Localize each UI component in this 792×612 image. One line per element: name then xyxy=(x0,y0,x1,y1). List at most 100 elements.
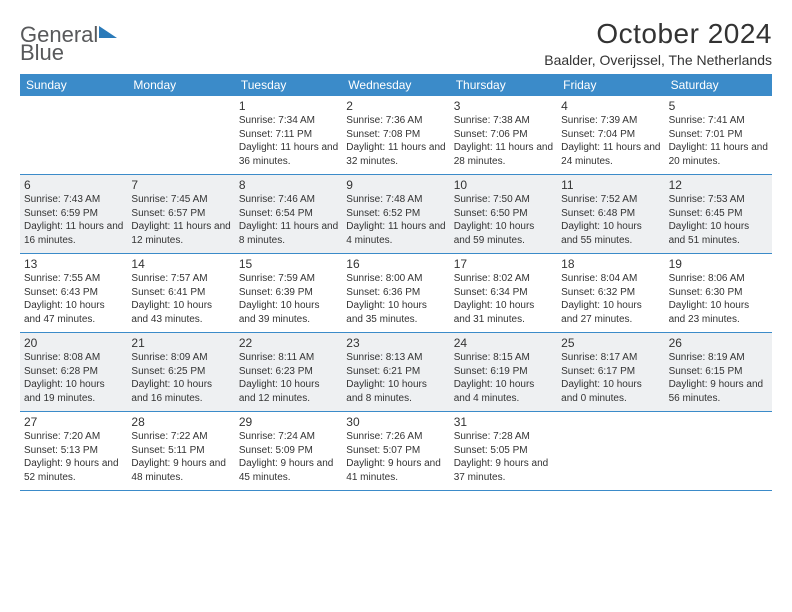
day-cell: 6Sunrise: 7:43 AMSunset: 6:59 PMDaylight… xyxy=(20,175,127,253)
week-row: 1Sunrise: 7:34 AMSunset: 7:11 PMDaylight… xyxy=(20,96,772,175)
daylight-text: Daylight: 9 hours and 48 minutes. xyxy=(131,457,230,484)
day-number: 21 xyxy=(131,336,230,350)
sunset-text: Sunset: 6:41 PM xyxy=(131,286,230,300)
sunrise-text: Sunrise: 7:46 AM xyxy=(239,193,338,207)
weekday-header: Sunday xyxy=(20,74,127,96)
logo-text-block: General Blue xyxy=(20,24,98,64)
daylight-text: Daylight: 11 hours and 20 minutes. xyxy=(669,141,768,168)
day-number: 18 xyxy=(561,257,660,271)
sunset-text: Sunset: 6:25 PM xyxy=(131,365,230,379)
day-number: 5 xyxy=(669,99,768,113)
day-number: 26 xyxy=(669,336,768,350)
sunrise-text: Sunrise: 7:48 AM xyxy=(346,193,445,207)
sunrise-text: Sunrise: 8:00 AM xyxy=(346,272,445,286)
daylight-text: Daylight: 10 hours and 23 minutes. xyxy=(669,299,768,326)
sunrise-text: Sunrise: 7:38 AM xyxy=(454,114,553,128)
week-row: 27Sunrise: 7:20 AMSunset: 5:13 PMDayligh… xyxy=(20,412,772,491)
calendar-page: General Blue October 2024 Baalder, Overi… xyxy=(0,0,792,491)
day-number: 1 xyxy=(239,99,338,113)
day-cell xyxy=(20,96,127,174)
sunrise-text: Sunrise: 7:50 AM xyxy=(454,193,553,207)
day-cell: 17Sunrise: 8:02 AMSunset: 6:34 PMDayligh… xyxy=(450,254,557,332)
day-number: 6 xyxy=(24,178,123,192)
daylight-text: Daylight: 10 hours and 47 minutes. xyxy=(24,299,123,326)
sunset-text: Sunset: 6:57 PM xyxy=(131,207,230,221)
daylight-text: Daylight: 10 hours and 51 minutes. xyxy=(669,220,768,247)
sunset-text: Sunset: 6:45 PM xyxy=(669,207,768,221)
day-cell: 13Sunrise: 7:55 AMSunset: 6:43 PMDayligh… xyxy=(20,254,127,332)
day-number: 24 xyxy=(454,336,553,350)
sunrise-text: Sunrise: 8:08 AM xyxy=(24,351,123,365)
sunset-text: Sunset: 7:11 PM xyxy=(239,128,338,142)
day-cell: 5Sunrise: 7:41 AMSunset: 7:01 PMDaylight… xyxy=(665,96,772,174)
daylight-text: Daylight: 10 hours and 55 minutes. xyxy=(561,220,660,247)
day-number: 29 xyxy=(239,415,338,429)
sunrise-text: Sunrise: 7:22 AM xyxy=(131,430,230,444)
daylight-text: Daylight: 11 hours and 4 minutes. xyxy=(346,220,445,247)
week-row: 6Sunrise: 7:43 AMSunset: 6:59 PM Daylight… xyxy=(20,175,772,254)
day-cell xyxy=(127,96,234,174)
daylight-text: Daylight: 10 hours and 43 minutes. xyxy=(131,299,230,326)
weekday-header: Tuesday xyxy=(235,74,342,96)
day-cell: 26Sunrise: 8:19 AMSunset: 6:15 PMDayligh… xyxy=(665,333,772,411)
day-cell: 15Sunrise: 7:59 AMSunset: 6:39 PMDayligh… xyxy=(235,254,342,332)
daylight-text: Daylight: 10 hours and 19 minutes. xyxy=(24,378,123,405)
sunset-text: Sunset: 7:04 PM xyxy=(561,128,660,142)
day-cell: 30Sunrise: 7:26 AMSunset: 5:07 PMDayligh… xyxy=(342,412,449,490)
day-cell: 2Sunrise: 7:36 AMSunset: 7:08 PMDaylight… xyxy=(342,96,449,174)
daylight-text: Daylight: 9 hours and 52 minutes. xyxy=(24,457,123,484)
sunset-text: Sunset: 5:09 PM xyxy=(239,444,338,458)
daylight-text: Daylight: 11 hours and 32 minutes. xyxy=(346,141,445,168)
day-cell: 21Sunrise: 8:09 AMSunset: 6:25 PMDayligh… xyxy=(127,333,234,411)
title-block: October 2024 Baalder, Overijssel, The Ne… xyxy=(544,18,772,68)
weekday-header: Friday xyxy=(557,74,664,96)
day-cell: 3Sunrise: 7:38 AMSunset: 7:06 PMDaylight… xyxy=(450,96,557,174)
sunset-text: Sunset: 6:39 PM xyxy=(239,286,338,300)
sunrise-text: Sunrise: 8:17 AM xyxy=(561,351,660,365)
sunrise-text: Sunrise: 7:36 AM xyxy=(346,114,445,128)
daylight-text: Daylight: 10 hours and 12 minutes. xyxy=(239,378,338,405)
day-number: 15 xyxy=(239,257,338,271)
day-number: 2 xyxy=(346,99,445,113)
sunset-text: Sunset: 6:48 PM xyxy=(561,207,660,221)
sunrise-text: Sunrise: 7:26 AM xyxy=(346,430,445,444)
location-text: Baalder, Overijssel, The Netherlands xyxy=(544,52,772,68)
daylight-text: Daylight: 10 hours and 0 minutes. xyxy=(561,378,660,405)
month-title: October 2024 xyxy=(544,18,772,50)
daylight-text: Daylight: 9 hours and 41 minutes. xyxy=(346,457,445,484)
sunset-text: Sunset: 6:32 PM xyxy=(561,286,660,300)
day-cell: 24Sunrise: 8:15 AMSunset: 6:19 PMDayligh… xyxy=(450,333,557,411)
sunset-text: Sunset: 5:11 PM xyxy=(131,444,230,458)
sunrise-text: Sunrise: 8:15 AM xyxy=(454,351,553,365)
weekday-header: Wednesday xyxy=(342,74,449,96)
day-number: 3 xyxy=(454,99,553,113)
logo: General Blue xyxy=(20,18,117,64)
day-number: 23 xyxy=(346,336,445,350)
sunset-text: Sunset: 6:19 PM xyxy=(454,365,553,379)
sunset-text: Sunset: 5:05 PM xyxy=(454,444,553,458)
day-cell: 19Sunrise: 8:06 AMSunset: 6:30 PMDayligh… xyxy=(665,254,772,332)
daylight-text: Daylight: 11 hours and 8 minutes. xyxy=(239,220,338,247)
daylight-text: Daylight: 10 hours and 16 minutes. xyxy=(131,378,230,405)
sunset-text: Sunset: 6:23 PM xyxy=(239,365,338,379)
day-number: 20 xyxy=(24,336,123,350)
day-number: 31 xyxy=(454,415,553,429)
sunset-text: Sunset: 6:36 PM xyxy=(346,286,445,300)
daylight-text: Daylight: 9 hours and 56 minutes. xyxy=(669,378,768,405)
sunrise-text: Sunrise: 7:43 AM xyxy=(24,193,123,207)
day-cell: 16Sunrise: 8:00 AMSunset: 6:36 PMDayligh… xyxy=(342,254,449,332)
day-cell: 31Sunrise: 7:28 AMSunset: 5:05 PMDayligh… xyxy=(450,412,557,490)
sunset-text: Sunset: 5:13 PM xyxy=(24,444,123,458)
sunrise-text: Sunrise: 7:41 AM xyxy=(669,114,768,128)
day-cell: 18Sunrise: 8:04 AMSunset: 6:32 PMDayligh… xyxy=(557,254,664,332)
sunrise-text: Sunrise: 7:45 AM xyxy=(131,193,230,207)
header: General Blue October 2024 Baalder, Overi… xyxy=(20,18,772,68)
daylight-text: Daylight: 10 hours and 35 minutes. xyxy=(346,299,445,326)
day-cell: 10Sunrise: 7:50 AMSunset: 6:50 PMDayligh… xyxy=(450,175,557,253)
day-number: 12 xyxy=(669,178,768,192)
sunset-text: Sunset: 6:59 PM xyxy=(24,207,123,221)
day-cell xyxy=(557,412,664,490)
day-number: 7 xyxy=(131,178,230,192)
day-cell: 12Sunrise: 7:53 AMSunset: 6:45 PMDayligh… xyxy=(665,175,772,253)
sunset-text: Sunset: 6:54 PM xyxy=(239,207,338,221)
